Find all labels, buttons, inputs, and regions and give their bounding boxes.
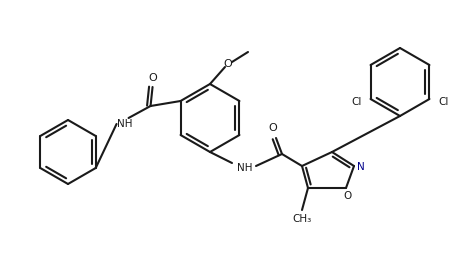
Text: NH: NH bbox=[117, 119, 132, 129]
Text: CH₃: CH₃ bbox=[292, 214, 312, 224]
Text: N: N bbox=[357, 162, 365, 172]
Text: O: O bbox=[269, 123, 278, 133]
Text: O: O bbox=[148, 73, 157, 83]
Text: NH: NH bbox=[237, 163, 253, 173]
Text: O: O bbox=[224, 59, 233, 69]
Text: Cl: Cl bbox=[438, 97, 449, 107]
Text: O: O bbox=[344, 191, 352, 201]
Text: Cl: Cl bbox=[351, 97, 362, 107]
